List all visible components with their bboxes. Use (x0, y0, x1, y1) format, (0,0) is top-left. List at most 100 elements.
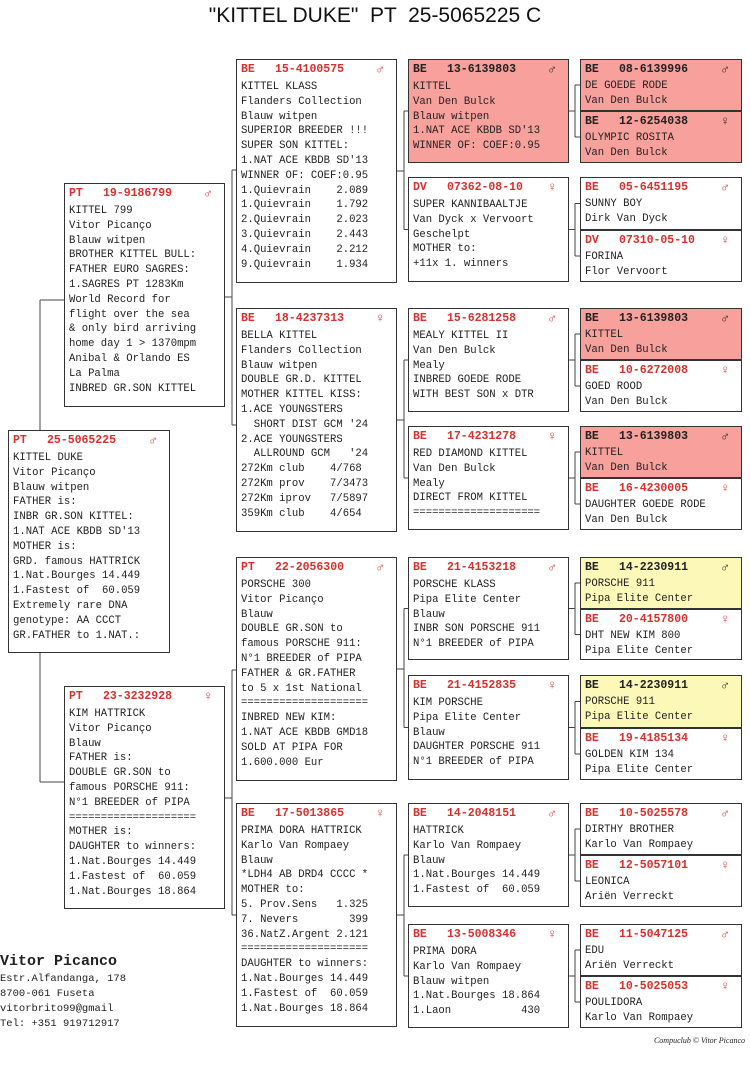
ring-number: 20-4157800 (619, 613, 689, 626)
card-line: Van Den Bulck (585, 94, 668, 107)
female-icon: ♀ (721, 363, 729, 378)
card-line: 1.Quievrain 2.089 (241, 184, 369, 197)
female-icon: ♀ (548, 180, 556, 195)
female-icon: ♀ (376, 311, 384, 326)
card-line: 1.Quievrain 1.792 (241, 199, 369, 212)
pedigree-card: BE 18-4237313 ♀ BELLA KITTEL Flanders Collec… (236, 308, 397, 532)
card-line: Mealy (413, 477, 445, 490)
card-header: BE 05-6451195 ♂ (585, 180, 737, 195)
country-code: DV (413, 181, 427, 194)
card-line: 1.Fastest of 60.059 (413, 884, 541, 897)
card-line: WINNER OF: COEF:0.95 (241, 169, 369, 182)
female-icon: ♀ (721, 731, 729, 746)
pedigree-card: BE 21-4153218 ♂ PORSCHE KLASS Pipa Elite Cen… (408, 557, 569, 660)
ring-number: 23-3232928 (103, 690, 173, 703)
country-code: BE (585, 980, 599, 993)
pedigree-card: BE 20-4157800 ♀ DHT NEW KIM 800 Pipa Elite C… (580, 609, 742, 660)
pedigree-card: DV 07362-08-10 ♀ SUPER KANNIBAALTJE Van Dyck… (408, 177, 569, 282)
male-icon: ♂ (721, 311, 729, 326)
card-line: HATTRICK (413, 825, 464, 837)
card-line: 2.ACE YOUNGSTERS (241, 433, 343, 446)
country-code: BE (241, 807, 255, 820)
card-line: GOED ROOD (585, 381, 643, 393)
card-line: +11x 1. winners (413, 258, 509, 271)
card-line: 1.Nat.Bourges 14.449 (413, 869, 541, 882)
card-line: INBR GR.SON KITTEL: (13, 511, 134, 524)
card-line: Flanders Collection (241, 344, 362, 357)
card-line: Van Den Bulck (585, 343, 668, 356)
ring-number: 14-2230911 (619, 561, 689, 574)
card-line: Pipa Elite Center (413, 711, 522, 724)
female-icon: ♀ (721, 612, 729, 627)
card-line: OLYMPIC ROSITA (585, 132, 675, 144)
card-line: EDU (585, 945, 605, 957)
female-icon: ♀ (548, 927, 556, 942)
card-line: Blauw witpen (69, 234, 146, 247)
country-code: BE (585, 859, 599, 872)
card-line: Blauw (413, 608, 445, 621)
card-header: BE 21-4152835 ♀ (413, 678, 564, 693)
card-line: 1.Nat.Bourges 18.864 (69, 885, 197, 898)
country-code: BE (585, 807, 599, 820)
card-line: Geschelpt (413, 228, 471, 241)
phone-line: Tel: +351 919712917 (0, 1018, 120, 1030)
email-line: vitorbrito99@gmail (0, 1003, 114, 1015)
card-header: DV 07362-08-10 ♀ (413, 180, 564, 195)
card-line: KITTEL KLASS (241, 81, 318, 93)
card-line: DIRECT FROM KITTEL (413, 492, 528, 505)
country-code: BE (585, 364, 599, 377)
pedigree-card: BE 10-5025578 ♂ DIRTHY BROTHER Karlo Van Rom… (580, 803, 742, 855)
female-icon: ♀ (721, 481, 729, 496)
card-line: 1.Fastest of 60.059 (241, 987, 369, 1000)
male-icon: ♂ (721, 806, 729, 821)
card-header: PT 23-3232928 ♀ (69, 689, 220, 704)
card-line: ==================== (241, 697, 369, 710)
ring-number: 10-6272008 (619, 364, 689, 377)
card-line: MEALY KITTEL II (413, 330, 509, 342)
card-line: famous PORSCHE 911: (241, 638, 362, 651)
card-line: 1.Nat.Bourges 14.449 (13, 570, 141, 583)
card-header: PT 25-5065225 ♂ (13, 433, 165, 448)
pedigree-card: PT 19-9186799 ♂ KITTEL 799 Vitor Picanço Blau… (64, 183, 225, 407)
female-icon: ♀ (721, 114, 729, 129)
ring-number: 12-5057101 (619, 859, 689, 872)
pedigree-card: BE 14-2230911 ♂ PORSCHE 911 Pipa Elite Cente… (580, 675, 742, 728)
pedigree-card: BE 17-5013865 ♀ PRIMA DORA HATTRICK Karlo Va… (236, 803, 397, 1027)
card-line: home day 1 > 1370mpm (69, 338, 197, 351)
card-header: DV 07310-05-10 ♀ (585, 233, 737, 248)
female-icon: ♀ (204, 689, 212, 704)
card-line: GR.FATHER to 1.NAT.: (13, 629, 141, 642)
card-line: SHORT DIST GCM '24 (241, 418, 369, 431)
card-line: & only bird arriving (69, 323, 197, 336)
card-header: BE 11-5047125 ♂ (585, 927, 737, 942)
country-code: BE (585, 312, 599, 325)
card-line: FORINA (585, 251, 624, 263)
male-icon: ♂ (721, 560, 729, 575)
card-line: FATHER & GR.FATHER (241, 667, 356, 680)
country-code: PT (69, 187, 83, 200)
card-line: PRIMA DORA (413, 946, 477, 958)
card-line: 1.Laon 430 (413, 1005, 541, 1018)
card-line: KITTEL (585, 447, 624, 459)
ring-number: 18-4237313 (275, 312, 345, 325)
card-header: PT 22-2056300 ♂ (241, 560, 392, 575)
ring-number: 21-4153218 (447, 561, 517, 574)
card-header: BE 13-6139803 ♂ (585, 311, 737, 326)
ring-number: 19-4185134 (619, 732, 689, 745)
card-line: Dirk Van Dyck (585, 212, 668, 225)
female-icon: ♀ (376, 806, 384, 821)
card-line: PORSCHE 911 (585, 578, 655, 590)
card-line: 36.NatZ.Argent 2.121 (241, 928, 369, 941)
pedigree-card: BE 05-6451195 ♂ SUNNY BOY Dirk Van Dyck (580, 177, 742, 230)
pedigree-card: PT 22-2056300 ♂ PORSCHE 300 Vitor Picanço Bla… (236, 557, 397, 781)
country-code: PT (241, 561, 255, 574)
pedigree-card: BE 13-6139803 ♂ KITTEL Van Den Bulck Blauw wi… (408, 59, 569, 163)
card-line: SOLD AT PIPA FOR (241, 741, 343, 754)
male-icon: ♂ (548, 62, 556, 77)
card-line: BELLA KITTEL (241, 330, 318, 342)
ring-number: 12-6254038 (619, 115, 689, 128)
country-code: BE (413, 928, 427, 941)
card-line: KIM PORSCHE (413, 697, 483, 709)
country-code: BE (413, 63, 427, 76)
card-line: 1.NAT ACE KBDB SD'13 (241, 154, 369, 167)
